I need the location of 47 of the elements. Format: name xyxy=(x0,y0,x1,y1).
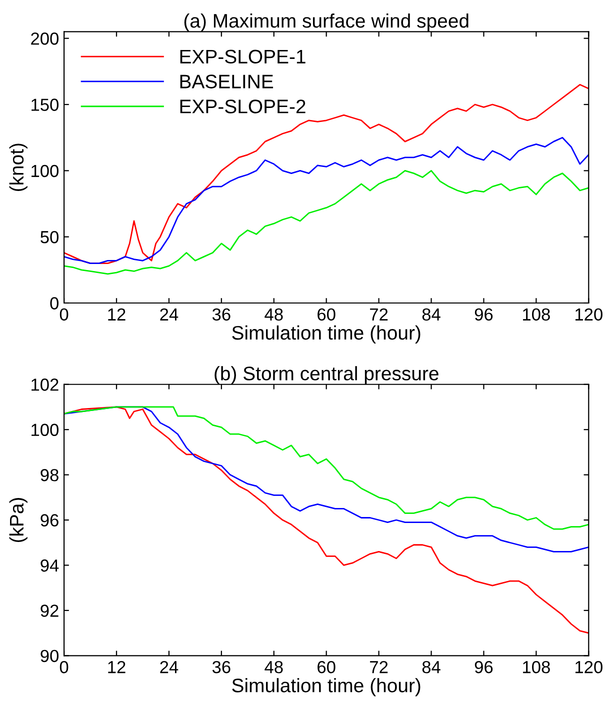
x-tick-label: 48 xyxy=(264,308,283,321)
x-tick-label: 12 xyxy=(108,308,126,320)
x-tick-label: 60 xyxy=(318,308,336,321)
x-tick-label: 120 xyxy=(575,308,602,321)
x-tick-label: 108 xyxy=(523,660,550,674)
y-axis-title: (kPa) xyxy=(9,498,28,542)
line-series xyxy=(64,406,589,530)
y-tick-label: 90 xyxy=(40,650,59,662)
y-axis-title: (knot) xyxy=(9,144,28,192)
y-tick-label: 200 xyxy=(31,32,59,45)
line-series xyxy=(64,170,589,275)
x-tick-label: 24 xyxy=(160,308,178,320)
line-series xyxy=(64,136,589,264)
y-tick-label: 94 xyxy=(40,559,59,572)
y-tick-label: 98 xyxy=(40,468,58,482)
y-tick-label: 100 xyxy=(32,424,59,436)
x-tick-label: 36 xyxy=(212,660,230,674)
legend-label: EXP-SLOPE-1 xyxy=(180,50,306,64)
y-tick-label: 150 xyxy=(32,98,59,111)
x-tick-label: 96 xyxy=(474,308,493,321)
x-tick-label: 84 xyxy=(422,660,440,674)
legend-label: EXP-SLOPE-2 xyxy=(180,100,306,114)
x-tick-label: 0 xyxy=(60,660,68,674)
x-tick-label: 108 xyxy=(523,308,550,321)
x-axis-title: Simulation time (hour) xyxy=(232,678,420,696)
y-tick-label: 92 xyxy=(40,604,58,617)
x-tick-label: 48 xyxy=(264,660,283,674)
x-tick-label: 12 xyxy=(108,660,126,674)
y-tick-label: 96 xyxy=(40,514,58,526)
y-tick-label: 50 xyxy=(40,231,59,244)
x-tick-label: 84 xyxy=(422,308,440,321)
chart-title: (a) Maximum surface wind speed xyxy=(184,13,468,32)
x-tick-label: 60 xyxy=(318,660,336,674)
x-tick-label: 72 xyxy=(370,308,388,320)
line-series xyxy=(64,406,589,552)
y-tick-label: 0 xyxy=(50,297,59,310)
y-tick-label: 102 xyxy=(32,378,58,391)
x-tick-label: 0 xyxy=(60,308,68,321)
x-tick-label: 72 xyxy=(370,660,388,674)
x-axis-title: Simulation time (hour) xyxy=(232,325,420,344)
legend-label: BASELINE xyxy=(180,74,274,88)
x-tick-label: 24 xyxy=(160,660,178,674)
x-tick-label: 120 xyxy=(575,660,602,674)
y-tick-label: 100 xyxy=(32,164,59,178)
x-tick-label: 36 xyxy=(212,308,230,321)
chart-title: (b) Storm central pressure xyxy=(214,366,438,384)
x-tick-label: 96 xyxy=(474,660,493,674)
